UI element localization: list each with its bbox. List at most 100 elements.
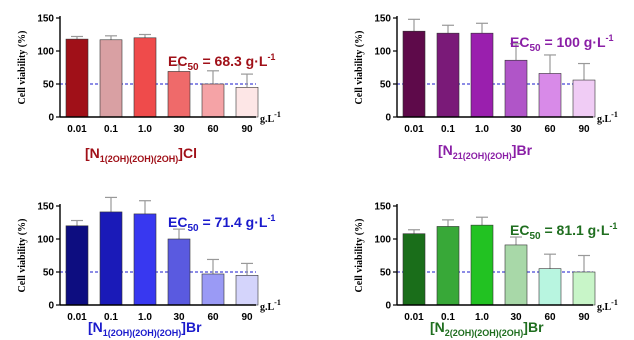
ec50-value: = 71.4 g·L (199, 214, 268, 230)
y-axis-label: Cell viability (%) (17, 31, 28, 105)
ec50-base: EC (168, 214, 187, 230)
x-axis-unit: g.L-1 (597, 110, 618, 125)
ec50-sub: 50 (529, 43, 541, 54)
bar-1.0 (133, 37, 157, 118)
x-tick-label: 0.1 (441, 312, 455, 323)
x-unit-base: g.L (260, 114, 275, 125)
bar-0.1 (436, 32, 460, 118)
bar-30 (504, 59, 528, 118)
bar-0.1 (99, 211, 123, 306)
x-tick-label: 0.01 (404, 312, 424, 323)
bar-0.01 (65, 225, 89, 306)
y-tick-label: 50 (43, 80, 55, 91)
bar-90 (572, 79, 596, 118)
title-part-end: ]Cl (178, 145, 197, 161)
bar-0.1 (436, 226, 460, 306)
x-tick-label: 0.1 (104, 312, 118, 323)
ec50-sup: -1 (609, 221, 617, 231)
bar-60 (201, 83, 225, 118)
compound-title: [N1(2OH)(2OH)(2OH)]Br (88, 319, 202, 338)
chart-panel-1: Cell viability (%) 0 50 100 150 0.01 0.1 1.0 30 6… (17, 14, 281, 165)
bar-1.0 (470, 224, 494, 306)
x-tick-label: 60 (207, 124, 219, 135)
y-tick-label: 150 (374, 14, 391, 25)
ec50-sup: -1 (267, 213, 275, 223)
y-tick-label: 150 (37, 14, 54, 25)
ec50-annotation: EC50 = 81.1 g·L-1 (510, 221, 617, 242)
chart-panel-3: Cell viability (%) 0 50 100 150 0.01 0.1 1.0 30 6… (17, 196, 281, 338)
ec50-annotation: EC50 = 71.4 g·L-1 (168, 213, 275, 234)
y-tick-label: 50 (380, 80, 392, 91)
x-tick-label: 90 (578, 124, 590, 135)
bar-30 (504, 244, 528, 306)
y-tick-label: 0 (48, 113, 54, 124)
x-tick-label: 0.1 (104, 124, 118, 135)
title-part-sub: 2(2OH)(2OH)(2OH) (445, 328, 524, 338)
bar-60 (538, 268, 562, 306)
x-tick-label: 1.0 (475, 312, 489, 323)
bar-90 (572, 271, 596, 306)
bar-60 (538, 73, 562, 118)
x-tick-label: 1.0 (475, 124, 489, 135)
bar-0.01 (402, 233, 426, 306)
y-tick-label: 150 (37, 202, 54, 213)
x-tick-label: 30 (510, 124, 522, 135)
x-tick-label: 90 (241, 312, 253, 323)
title-part-sub: 1(2OH)(2OH)(2OH) (100, 154, 179, 164)
y-tick-label: 100 (374, 47, 391, 58)
chart-panel-2: Cell viability (%) 0 50 100 150 0.01 0.1 1.0 30 6… (354, 14, 618, 162)
compound-title: [N1(2OH)(2OH)(2OH)]Cl (85, 145, 197, 164)
y-tick-label: 100 (37, 47, 54, 58)
title-part-end: ]Br (523, 319, 544, 335)
bar-1.0 (470, 32, 494, 118)
y-tick-label: 0 (385, 301, 391, 312)
ec50-sup: -1 (606, 33, 614, 43)
title-part-sub: 21(2OH)(2OH) (453, 151, 512, 161)
x-tick-label: 30 (173, 124, 185, 135)
x-unit-sup: -1 (274, 298, 281, 307)
compound-title: [N2(2OH)(2OH)(2OH)]Br (430, 319, 544, 338)
x-tick-label: 90 (241, 124, 253, 135)
y-tick-label: 50 (380, 268, 392, 279)
y-tick-label: 100 (374, 235, 391, 246)
bar-90 (235, 87, 259, 118)
x-tick-label: 1.0 (138, 312, 152, 323)
x-tick-label: 0.01 (67, 124, 87, 135)
title-part-end: ]Br (512, 142, 533, 158)
x-tick-label: 60 (207, 312, 219, 323)
title-part-end: ]Br (181, 319, 202, 335)
bar-0.1 (99, 39, 123, 118)
ec50-sub: 50 (529, 231, 541, 242)
bar-0.01 (65, 38, 89, 118)
ec50-value: = 81.1 g·L (541, 222, 610, 238)
x-tick-label: 1.0 (138, 124, 152, 135)
ec50-value: = 68.3 g·L (199, 53, 268, 69)
x-unit-base: g.L (260, 302, 275, 313)
y-axis-label: Cell viability (%) (17, 219, 28, 293)
x-axis-unit: g.L-1 (260, 298, 281, 313)
bar-30 (167, 238, 191, 306)
title-part-start: [N (85, 145, 100, 161)
ec50-annotation: EC50 = 68.3 g·L-1 (168, 52, 275, 73)
x-axis-unit: g.L-1 (260, 110, 281, 125)
x-tick-label: 60 (544, 312, 556, 323)
chart-panel-4: Cell viability (%) 0 50 100 150 0.01 0.1 1.0 30 6… (354, 202, 618, 339)
bar-60 (201, 273, 225, 306)
ec50-base: EC (510, 222, 529, 238)
x-unit-base: g.L (597, 302, 612, 313)
ec50-sub: 50 (187, 62, 199, 73)
x-unit-sup: -1 (611, 298, 618, 307)
y-axis-label: Cell viability (%) (354, 31, 365, 105)
y-tick-label: 0 (48, 301, 54, 312)
bar-0.01 (402, 30, 426, 118)
bar-30 (167, 71, 191, 118)
x-unit-sup: -1 (274, 110, 281, 119)
x-tick-label: 60 (544, 124, 556, 135)
title-part-start: [N (430, 319, 445, 335)
ec50-annotation: EC50 = 100 g·L-1 (510, 33, 614, 54)
ec50-base: EC (510, 34, 529, 50)
compound-title: [N21(2OH)(2OH)]Br (438, 142, 533, 161)
x-tick-label: 0.01 (404, 124, 424, 135)
x-axis-unit: g.L-1 (597, 298, 618, 313)
